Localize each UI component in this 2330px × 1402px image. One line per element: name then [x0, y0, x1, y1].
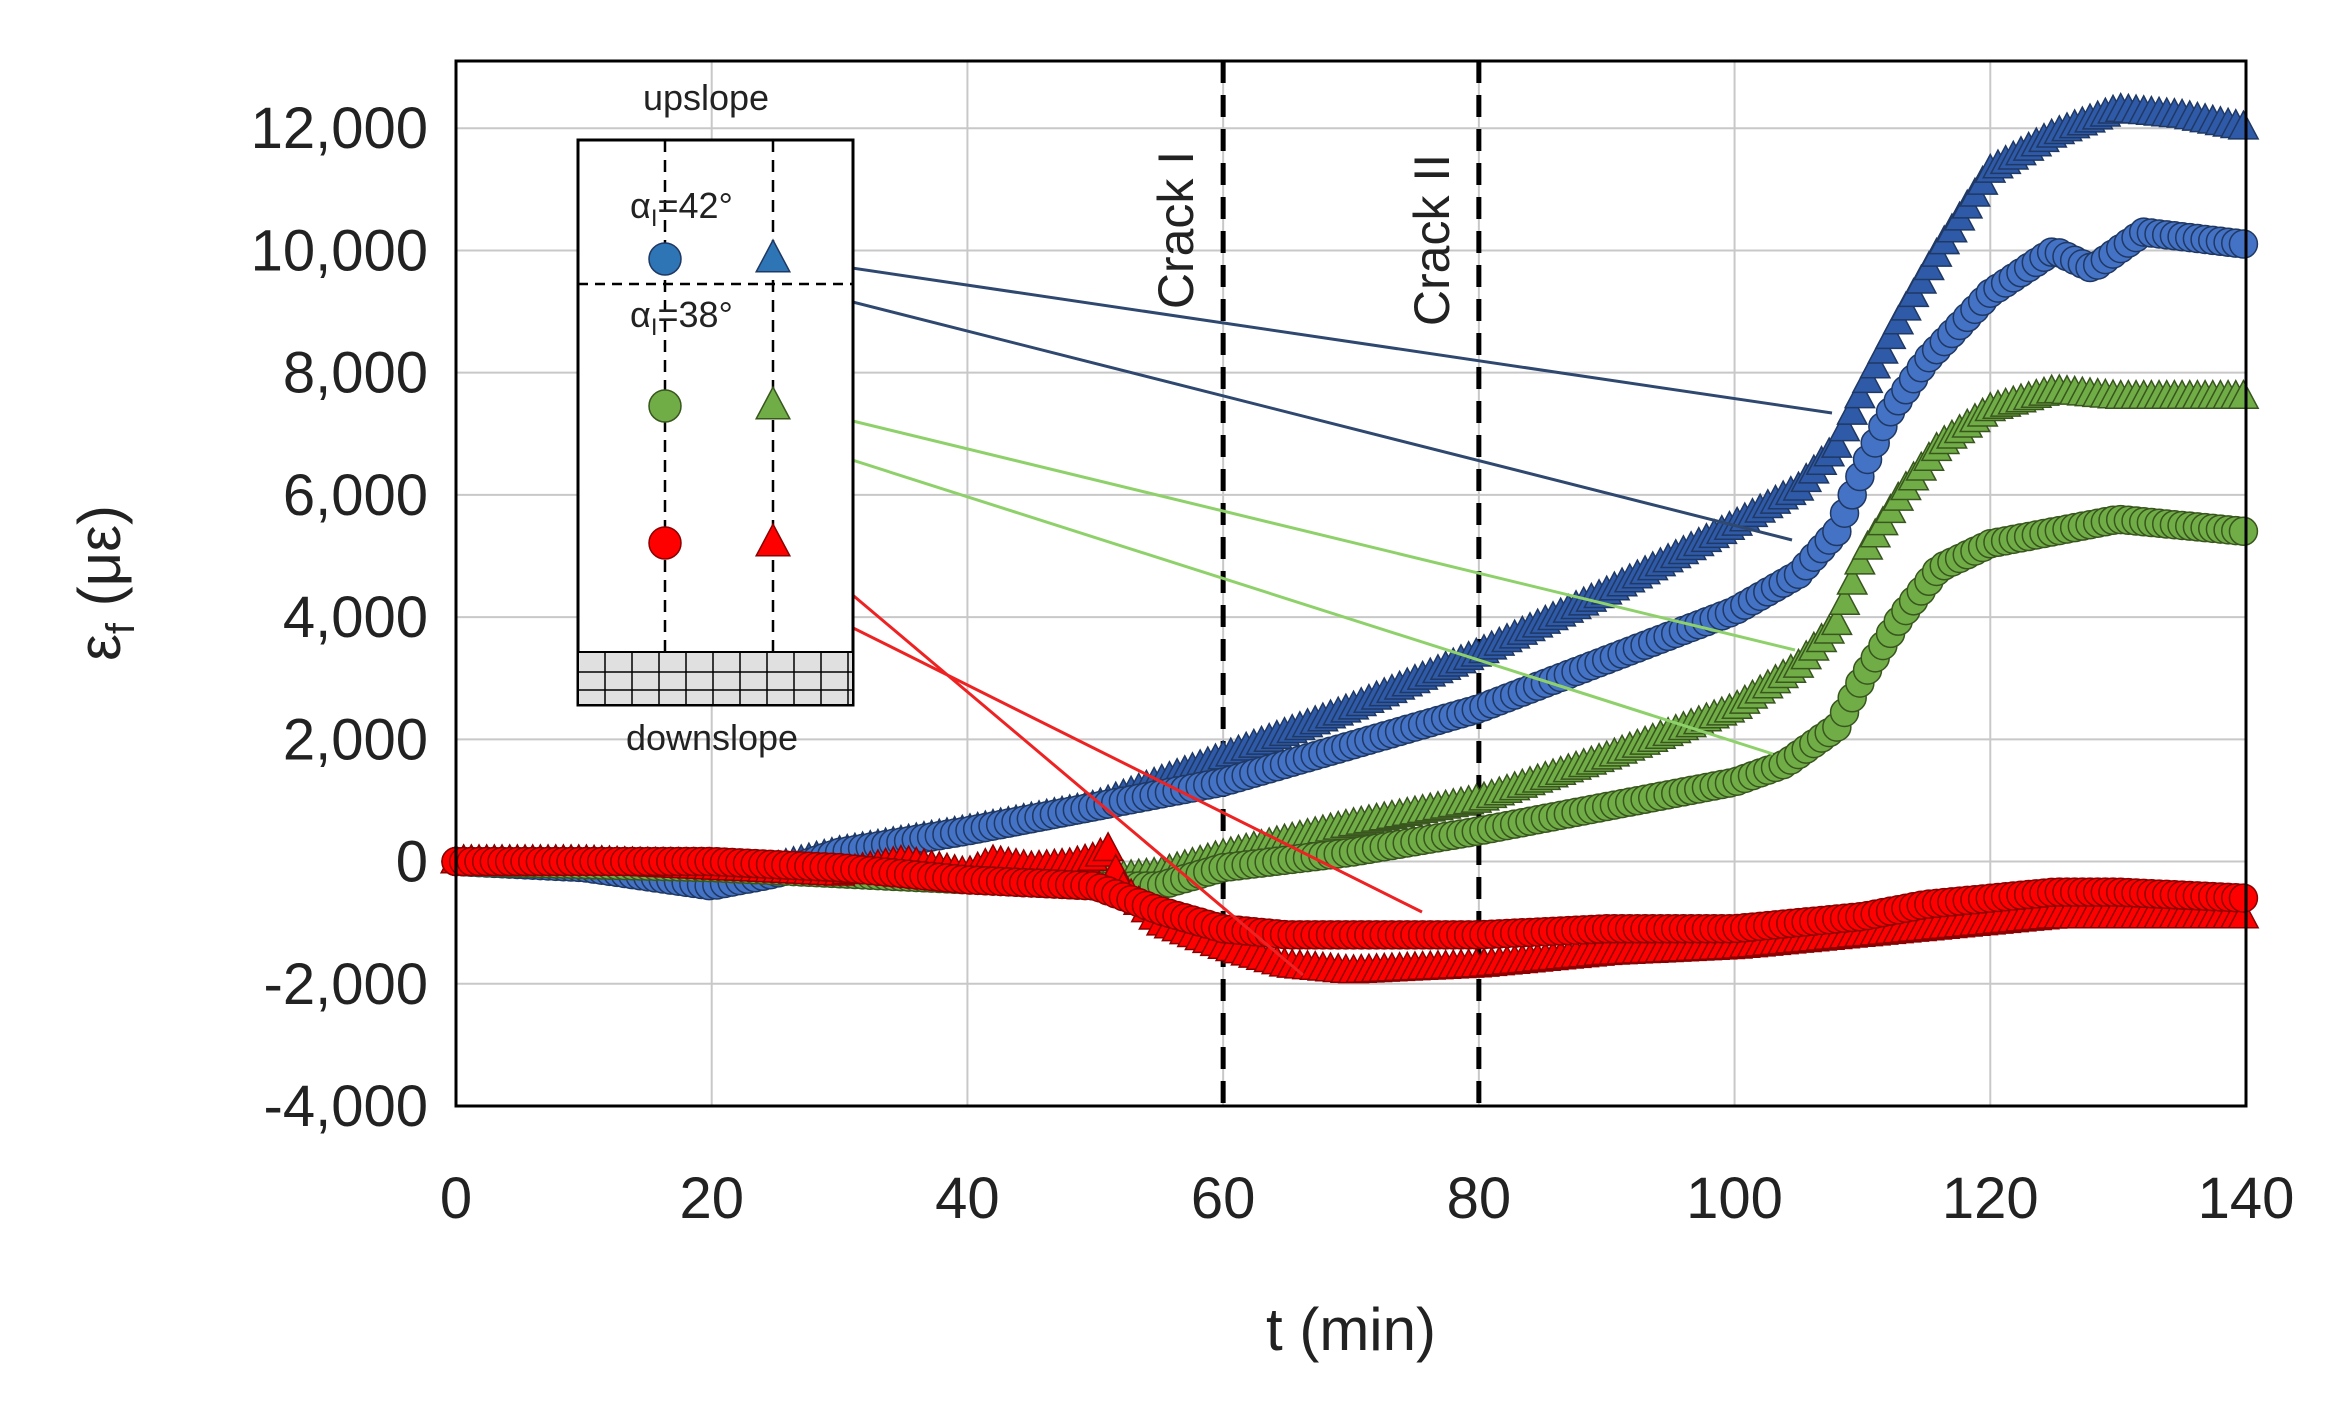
y-tick-label: 8,000	[283, 341, 428, 406]
svg-text:Crack I: Crack I	[1148, 151, 1204, 309]
y-tick-label: 4,000	[283, 585, 428, 650]
leader-line	[790, 257, 1833, 415]
inset-base-hatch	[578, 652, 853, 705]
data-point	[2228, 229, 2259, 259]
leader-line	[682, 404, 1774, 756]
inset-marker	[648, 389, 682, 423]
leader-line	[682, 257, 1793, 542]
y-axis-title: εf (με)	[66, 505, 143, 661]
inset-downslope-label: downslope	[626, 717, 798, 758]
svg-text:Crack II: Crack II	[1404, 154, 1460, 326]
crack-label: Crack II	[1404, 154, 1460, 326]
y-axis-ticks: -4,000 -2,000 0 2,000 4,000 6,000 8,000 10,000 1…	[251, 96, 428, 1139]
y-axis-title-symbol: ε	[66, 634, 133, 661]
data-point	[2227, 898, 2260, 929]
data-point	[1820, 605, 1853, 636]
x-axis-ticks: 0 20 40 60 80 100 120 140	[440, 1166, 2295, 1231]
leader-line	[790, 404, 1796, 652]
data-point	[1866, 333, 1899, 364]
inset-marker	[648, 526, 682, 560]
inset-upslope-label: upslope	[643, 77, 769, 118]
inset-upper-angle: αI=42°	[630, 185, 733, 232]
x-axis-title: t (min)	[1266, 1296, 1436, 1363]
x-tick-label: 80	[1447, 1166, 1512, 1231]
crack-label: Crack I	[1148, 151, 1204, 309]
data-point	[1859, 348, 1892, 379]
plot-frame	[454, 59, 2248, 1108]
x-tick-label: 120	[1942, 1166, 2039, 1231]
inset-marker	[754, 385, 792, 420]
data-point	[1820, 427, 1853, 458]
inset-marker	[648, 242, 682, 276]
series-lower-circle	[441, 846, 2259, 950]
inset-box	[576, 138, 855, 707]
y-tick-label: 12,000	[251, 96, 428, 161]
data-point	[1843, 544, 1876, 575]
data-series	[440, 92, 2260, 984]
x-tick-label: 40	[935, 1166, 1000, 1231]
data-point	[1836, 564, 1869, 595]
y-tick-label: -4,000	[264, 1074, 428, 1139]
y-axis-title-subscript: f	[99, 622, 143, 634]
inset-marker	[754, 522, 792, 557]
y-tick-label: 6,000	[283, 463, 428, 528]
svg-text:εf (με): εf (με)	[66, 505, 143, 661]
data-point	[2228, 883, 2259, 913]
data-point	[1828, 584, 1861, 615]
data-point	[1092, 831, 1125, 862]
data-point	[1828, 411, 1861, 442]
x-tick-label: 0	[440, 1166, 472, 1231]
x-tick-label: 140	[2198, 1166, 2295, 1231]
y-axis-title-unit: (με)	[66, 505, 133, 606]
y-tick-label: 2,000	[283, 707, 428, 772]
data-point	[1851, 363, 1884, 394]
y-tick-label: 0	[396, 830, 428, 895]
data-point	[2228, 516, 2259, 547]
y-tick-label: -2,000	[264, 952, 428, 1017]
inset-sensor-markers	[648, 238, 792, 560]
x-tick-label: 20	[679, 1166, 744, 1231]
inset-schematic: upslope αI=42° αI=38° downslope	[576, 77, 855, 758]
data-point	[1874, 319, 1907, 350]
x-tick-label: 60	[1191, 1166, 1256, 1231]
data-point	[2227, 109, 2260, 140]
leader-line	[790, 541, 1304, 977]
inset-base	[577, 651, 854, 706]
x-tick-label: 100	[1686, 1166, 1783, 1231]
data-point	[2227, 379, 2260, 410]
data-point	[1836, 394, 1869, 425]
y-tick-label: 10,000	[251, 218, 428, 283]
inset-marker	[754, 238, 792, 273]
inset-lower-angle: αI=38°	[630, 294, 733, 341]
data-point	[1843, 378, 1876, 409]
